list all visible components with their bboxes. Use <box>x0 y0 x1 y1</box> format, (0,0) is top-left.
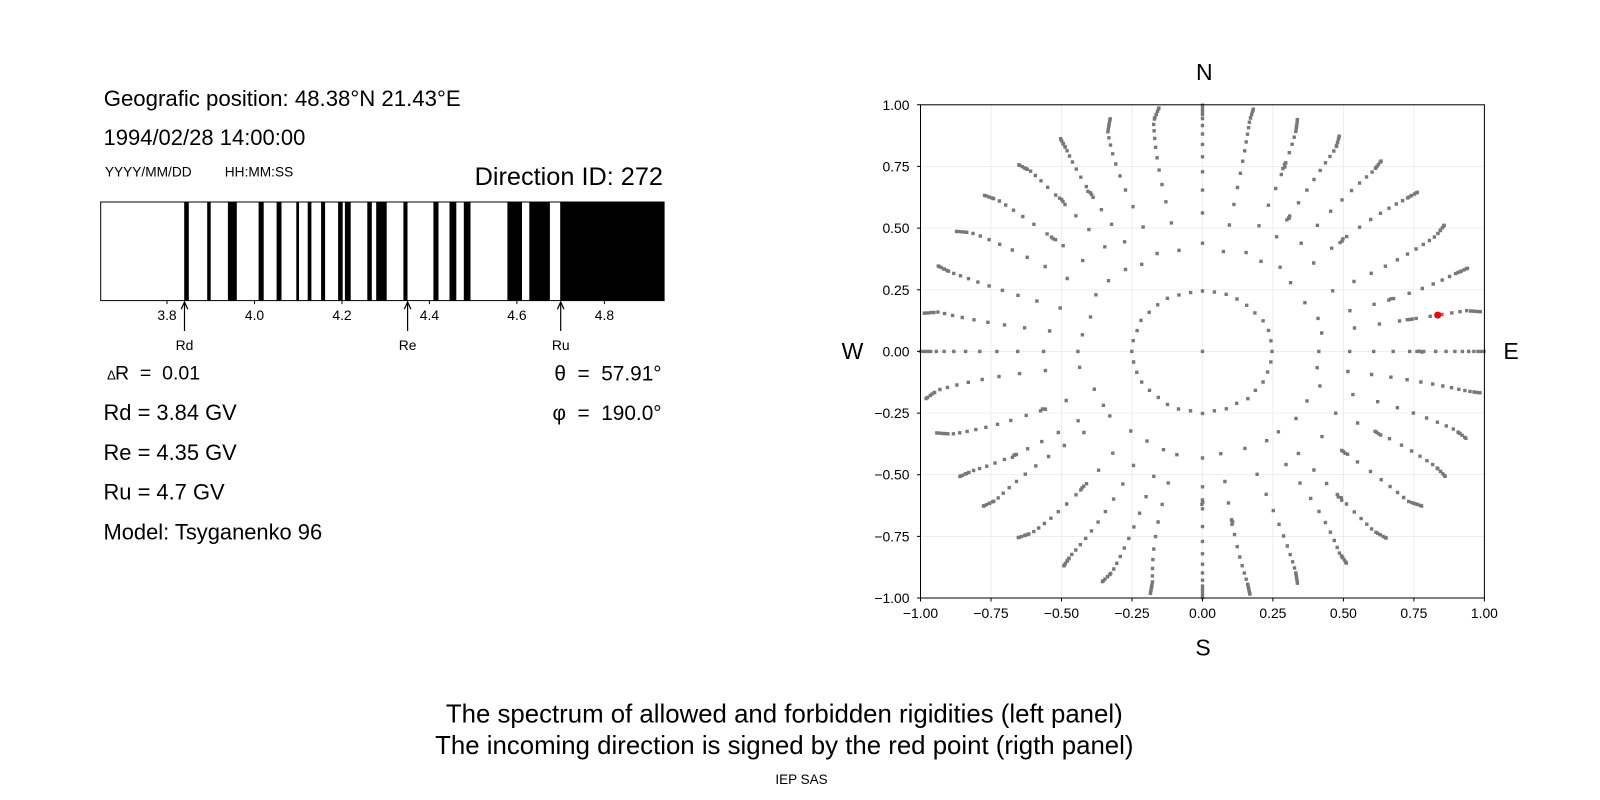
svg-text:0.25: 0.25 <box>1259 605 1286 621</box>
svg-text:Ru: Ru <box>552 337 570 353</box>
svg-text:S: S <box>1195 635 1210 661</box>
svg-text:The incoming direction is sign: The incoming direction is signed by the … <box>435 732 1133 760</box>
svg-text:Geografic position: 48.38°N 21: Geografic position: 48.38°N 21.43°E <box>104 86 461 111</box>
svg-text:3.8: 3.8 <box>157 307 177 323</box>
svg-text:Δ: Δ <box>107 368 116 383</box>
svg-text:0.75: 0.75 <box>882 158 909 174</box>
svg-text:−0.75: −0.75 <box>973 605 1008 621</box>
svg-text:1994/02/28 14:00:00: 1994/02/28 14:00:00 <box>104 125 306 150</box>
svg-text:W: W <box>842 338 864 364</box>
svg-text:Direction ID: 272: Direction ID: 272 <box>475 163 663 191</box>
svg-text:0.25: 0.25 <box>882 282 909 298</box>
svg-text:−0.25: −0.25 <box>874 405 909 421</box>
svg-text:Model: Tsyganenko 96: Model: Tsyganenko 96 <box>104 519 323 544</box>
svg-text:R = 0.01: R = 0.01 <box>115 363 200 385</box>
svg-text:0.00: 0.00 <box>882 343 909 359</box>
svg-text:4.8: 4.8 <box>595 307 615 323</box>
svg-text:4.0: 4.0 <box>245 307 265 323</box>
svg-text:Re = 4.35 GV: Re = 4.35 GV <box>104 440 238 465</box>
svg-text:YYYY/MM/DD: YYYY/MM/DD <box>105 164 192 179</box>
svg-text:The spectrum of allowed and fo: The spectrum of allowed and forbidden ri… <box>446 700 1123 728</box>
svg-text:−0.50: −0.50 <box>874 467 909 483</box>
svg-text:E: E <box>1503 338 1518 364</box>
svg-text:Rd: Rd <box>176 337 194 353</box>
svg-text:φ = 190.0°: φ = 190.0° <box>552 402 661 425</box>
svg-text:0.50: 0.50 <box>882 220 909 236</box>
svg-text:−0.50: −0.50 <box>1044 605 1079 621</box>
svg-text:0.00: 0.00 <box>1189 605 1216 621</box>
svg-text:1.00: 1.00 <box>1471 605 1498 621</box>
svg-text:1.00: 1.00 <box>882 97 909 113</box>
svg-text:Rd = 3.84 GV: Rd = 3.84 GV <box>104 400 238 425</box>
svg-text:−1.00: −1.00 <box>874 590 909 606</box>
svg-text:θ = 57.91°: θ = 57.91° <box>554 363 661 386</box>
svg-text:N: N <box>1196 59 1213 85</box>
svg-text:−1.00: −1.00 <box>903 605 938 621</box>
svg-text:4.4: 4.4 <box>420 307 440 323</box>
svg-text:4.6: 4.6 <box>507 307 527 323</box>
svg-text:−0.75: −0.75 <box>874 528 909 544</box>
svg-text:HH:MM:SS: HH:MM:SS <box>225 164 293 179</box>
svg-text:0.50: 0.50 <box>1330 605 1357 621</box>
svg-text:4.2: 4.2 <box>332 307 352 323</box>
svg-text:Re: Re <box>399 337 417 353</box>
svg-text:0.75: 0.75 <box>1400 605 1427 621</box>
svg-text:−0.25: −0.25 <box>1114 605 1149 621</box>
svg-text:Ru = 4.7 GV: Ru = 4.7 GV <box>104 480 225 505</box>
svg-text:IEP SAS: IEP SAS <box>775 772 827 787</box>
